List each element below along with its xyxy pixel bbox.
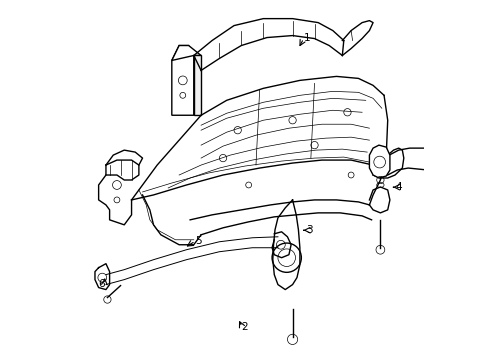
Text: 6: 6 [98,279,105,289]
Polygon shape [172,45,201,60]
Text: 5: 5 [195,236,202,246]
Polygon shape [194,55,201,115]
Text: 4: 4 [396,182,402,192]
Polygon shape [369,145,390,178]
Text: 3: 3 [306,225,313,235]
Text: 2: 2 [242,322,248,332]
Text: 1: 1 [303,33,310,43]
Polygon shape [172,45,194,115]
